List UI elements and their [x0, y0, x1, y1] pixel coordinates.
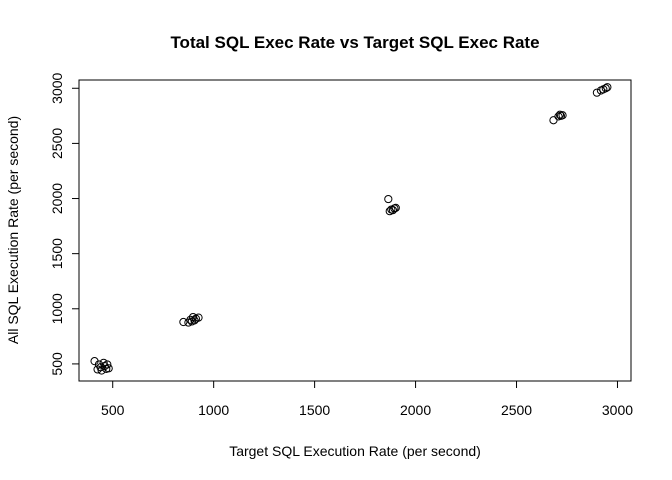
chart-title: Total SQL Exec Rate vs Target SQL Exec R… — [170, 33, 539, 52]
data-point — [103, 360, 112, 369]
plot-area — [78, 79, 632, 382]
data-point — [391, 203, 400, 212]
data-point — [384, 194, 393, 204]
data-point — [592, 88, 601, 97]
data-point — [186, 315, 195, 324]
data-point — [601, 84, 610, 93]
data-point — [549, 116, 558, 125]
y-axis: 500 1000 1500 2000 2500 3000 — [49, 72, 80, 376]
y-tick-label: 2500 — [49, 128, 65, 159]
x-tick-label: 1000 — [198, 402, 229, 418]
data-point — [603, 83, 612, 92]
y-tick-label: 500 — [49, 352, 65, 376]
data-point — [558, 111, 567, 120]
x-tick-label: 500 — [101, 402, 125, 418]
x-tick-label: 2500 — [501, 402, 532, 418]
data-point — [190, 316, 199, 325]
y-tick-label: 2000 — [49, 183, 65, 214]
y-tick-label: 1000 — [49, 293, 65, 324]
x-tick-label: 1500 — [299, 402, 330, 418]
data-point — [388, 206, 398, 215]
data-point — [97, 366, 106, 375]
data-point — [104, 364, 113, 373]
data-point — [96, 363, 105, 372]
x-tick-label: 2000 — [400, 402, 431, 418]
data-points — [90, 83, 612, 375]
y-tick-label: 1500 — [49, 238, 65, 269]
x-tick-label: 3000 — [602, 402, 633, 418]
y-tick-label: 3000 — [49, 72, 65, 103]
data-point — [194, 313, 203, 322]
x-axis: 500 1000 1500 2000 2500 3000 — [101, 380, 633, 418]
y-axis-label: All SQL Execution Rate (per second) — [5, 116, 21, 344]
x-axis-label: Target SQL Execution Rate (per second) — [229, 443, 481, 459]
data-point — [179, 317, 188, 327]
